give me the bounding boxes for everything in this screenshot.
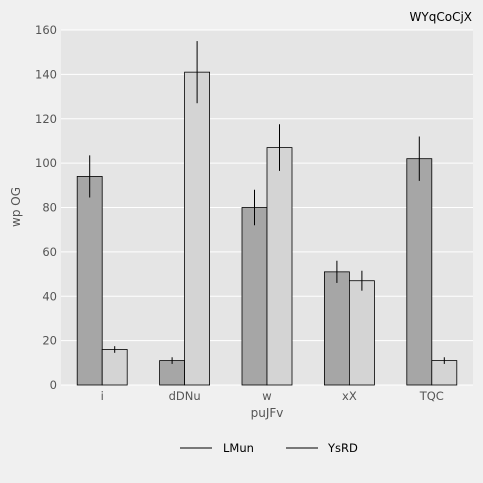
y-tick-label: 80 xyxy=(42,201,57,215)
y-tick-label: 40 xyxy=(42,289,57,303)
bar xyxy=(241,207,268,386)
x-axis: i dDNu w xX TQC xyxy=(101,389,444,403)
x-axis-label: puJFv xyxy=(251,406,284,420)
bar xyxy=(323,271,350,386)
bar xyxy=(76,176,103,386)
x-tick-label: w xyxy=(262,389,271,403)
y-tick-label: 100 xyxy=(35,156,57,170)
y-tick-label: 140 xyxy=(35,67,57,81)
bar xyxy=(266,147,293,386)
x-tick-label: TQC xyxy=(419,389,444,403)
y-tick-label: 60 xyxy=(42,245,57,259)
y-axis-label: wp OG xyxy=(9,187,23,227)
y-tick-label: 0 xyxy=(50,378,57,392)
x-tick-label: xX xyxy=(342,389,357,403)
x-tick-label: i xyxy=(101,389,104,403)
bar xyxy=(101,349,128,386)
chart-title: WYqCoCjX xyxy=(410,10,472,24)
bar xyxy=(431,360,458,386)
legend: LMun YsRD xyxy=(180,441,358,455)
bars xyxy=(76,71,458,386)
y-axis: 0 20 40 60 80 100 120 140 160 xyxy=(35,23,57,392)
y-tick-label: 20 xyxy=(42,334,57,348)
legend-label: LMun xyxy=(223,441,254,455)
bar xyxy=(159,360,186,386)
y-tick-label: 160 xyxy=(35,23,57,37)
bar xyxy=(184,71,211,386)
legend-label: YsRD xyxy=(327,441,358,455)
bar xyxy=(406,158,433,386)
error-bars xyxy=(89,41,445,364)
y-tick-label: 120 xyxy=(35,112,57,126)
bar xyxy=(348,280,375,386)
x-tick-label: dDNu xyxy=(169,389,201,403)
